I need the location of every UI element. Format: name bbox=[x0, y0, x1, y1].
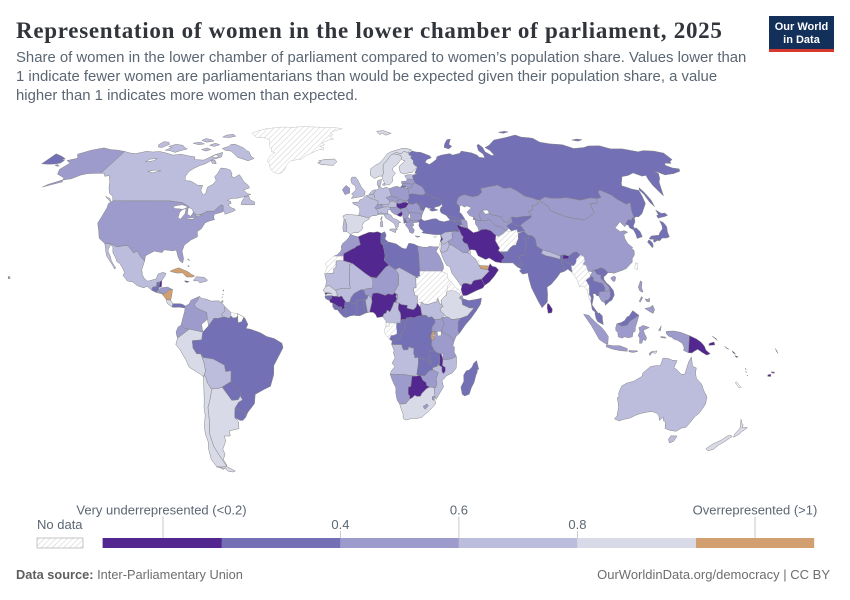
svg-text:Very underrepresented (<0.2): Very underrepresented (<0.2) bbox=[76, 503, 246, 518]
svg-text:0.6: 0.6 bbox=[450, 503, 468, 518]
svg-text:0.8: 0.8 bbox=[568, 517, 586, 532]
svg-text:Overrepresented (>1): Overrepresented (>1) bbox=[693, 503, 818, 518]
svg-text:0.4: 0.4 bbox=[331, 517, 349, 532]
